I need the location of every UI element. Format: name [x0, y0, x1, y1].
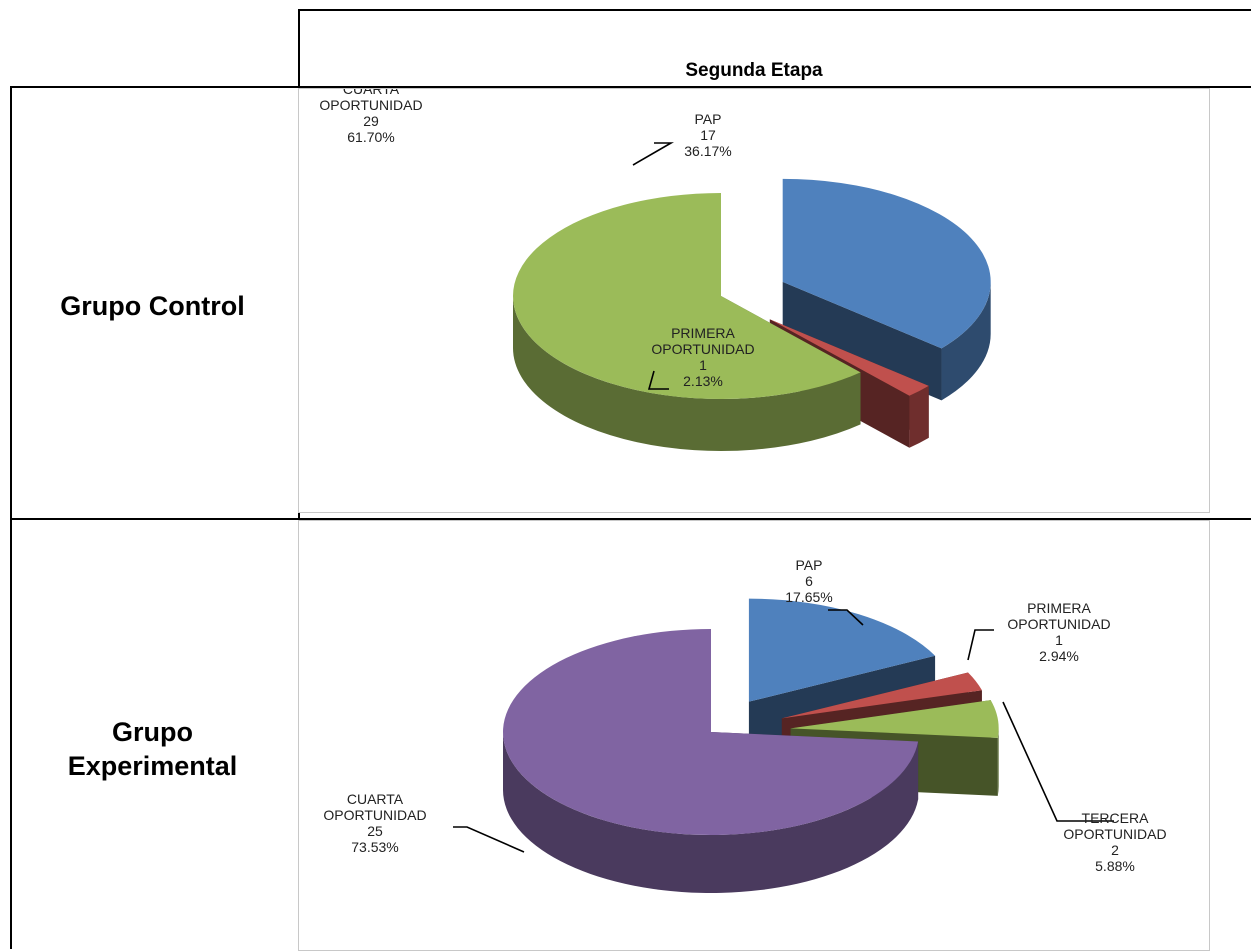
- table-border: [10, 86, 12, 949]
- pie-slice-side: [997, 728, 999, 796]
- pie-slice-top: [748, 598, 936, 702]
- pie-slice-top: [512, 193, 861, 399]
- table-border: [298, 9, 1251, 11]
- data-label: PRIMERA OPORTUNIDAD 1 2.13%: [651, 325, 754, 389]
- pie-slice-wall: [782, 281, 942, 401]
- row-label-line: Grupo: [112, 717, 193, 747]
- data-label: PAP 6 17.65%: [785, 557, 832, 605]
- leader-line: [632, 142, 674, 166]
- data-label: CUARTA OPORTUNIDAD 25 73.53%: [323, 791, 426, 855]
- pie-chart-experimental: PAP 6 17.65% PRIMERA OPORTUNIDAD 1 2.94% TERCER…: [298, 520, 1210, 951]
- pie-slice-side: [941, 281, 991, 401]
- leader-line: [1002, 701, 1114, 822]
- table-border: [10, 518, 1251, 520]
- row-label-line: Experimental: [67, 751, 238, 781]
- row-label-control: Grupo Control: [10, 289, 295, 323]
- leader-line: [967, 629, 994, 661]
- leader-line: [828, 609, 864, 626]
- column-header: Segunda Etapa: [685, 60, 823, 81]
- row-label-text: Grupo Control: [60, 291, 245, 321]
- pie-slice-top: [781, 672, 982, 719]
- pie-chart-experimental-svg: PAP 6 17.65% PRIMERA OPORTUNIDAD 1 2.94% TERCER…: [323, 557, 1167, 894]
- data-label: CUARTA OPORTUNIDAD 29 61.70%: [319, 89, 422, 145]
- pie-slice-side: [909, 385, 929, 448]
- table-border: [10, 86, 1251, 88]
- pie-chart-control-svg: PAP 17 36.17% PRIMERA OPORTUNIDAD 1 2.13% CUART…: [319, 89, 991, 451]
- pie-slice-top: [782, 178, 991, 349]
- pie-slice-top: [503, 629, 919, 836]
- data-label: PAP 17 36.17%: [684, 111, 731, 159]
- data-label: TERCERA OPORTUNIDAD 2 5.88%: [1063, 810, 1166, 874]
- data-label: PRIMERA OPORTUNIDAD 1 2.94%: [1007, 600, 1110, 664]
- pie-slice-top: [769, 319, 929, 396]
- pie-slice-side: [503, 732, 919, 894]
- pie-chart-control: PAP 17 36.17% PRIMERA OPORTUNIDAD 1 2.13% CUART…: [298, 88, 1210, 513]
- leader-line: [453, 826, 525, 853]
- pie-slice-top: [790, 700, 999, 738]
- row-label-experimental: Grupo Experimental: [10, 715, 295, 783]
- pie-slice-side: [513, 296, 861, 451]
- pie-slice: [782, 281, 991, 401]
- leader-line: [647, 370, 669, 390]
